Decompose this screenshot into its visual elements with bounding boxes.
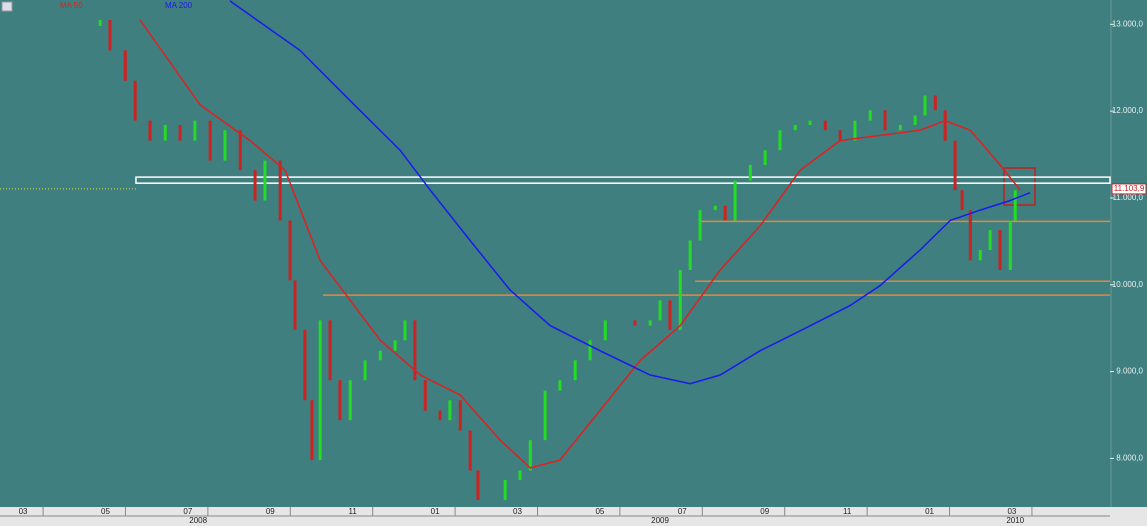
year-label: 2008 <box>189 516 207 525</box>
x-tick-label: 05 <box>595 507 604 516</box>
y-tick-label: 8.000,0 <box>1116 453 1143 462</box>
x-tick-label: 07 <box>678 507 687 516</box>
resistance-band <box>135 176 1111 184</box>
moving-average <box>229 0 1031 385</box>
x-tick-label: 09 <box>760 507 769 516</box>
legend-entry: MA 200 <box>165 1 193 10</box>
legend-entry: MA 50 <box>60 1 83 10</box>
y-tick-label: 11.000,0 <box>1112 193 1143 202</box>
x-tick-label: 03 <box>1007 507 1016 516</box>
y-tick-label: 13.000,0 <box>1112 19 1144 28</box>
y-tick-label: 9.000,0 <box>1116 367 1143 376</box>
symbol-icon <box>1 1 13 12</box>
x-tick-label: 05 <box>101 507 110 516</box>
y-tick-label: 12.000,0 <box>1112 106 1144 115</box>
year-label: 2009 <box>651 516 669 525</box>
x-tick-label: 11 <box>843 507 852 516</box>
last-price-box <box>1111 183 1147 195</box>
y-tick-label: 10.000,0 <box>1112 280 1144 289</box>
x-tick-label: 03 <box>19 507 28 516</box>
year-label: 2010 <box>1006 516 1024 525</box>
x-tick-label: 09 <box>266 507 275 516</box>
x-tick-label: 01 <box>431 507 440 516</box>
x-tick-label: 07 <box>183 507 192 516</box>
moving-average <box>139 19 1021 469</box>
x-tick-label: 11 <box>349 507 358 516</box>
last-price-label: 11.103,9 <box>1114 184 1145 193</box>
x-tick-label: 01 <box>925 507 934 516</box>
x-tick-label: 03 <box>513 507 522 516</box>
highlight-box <box>1003 167 1036 206</box>
